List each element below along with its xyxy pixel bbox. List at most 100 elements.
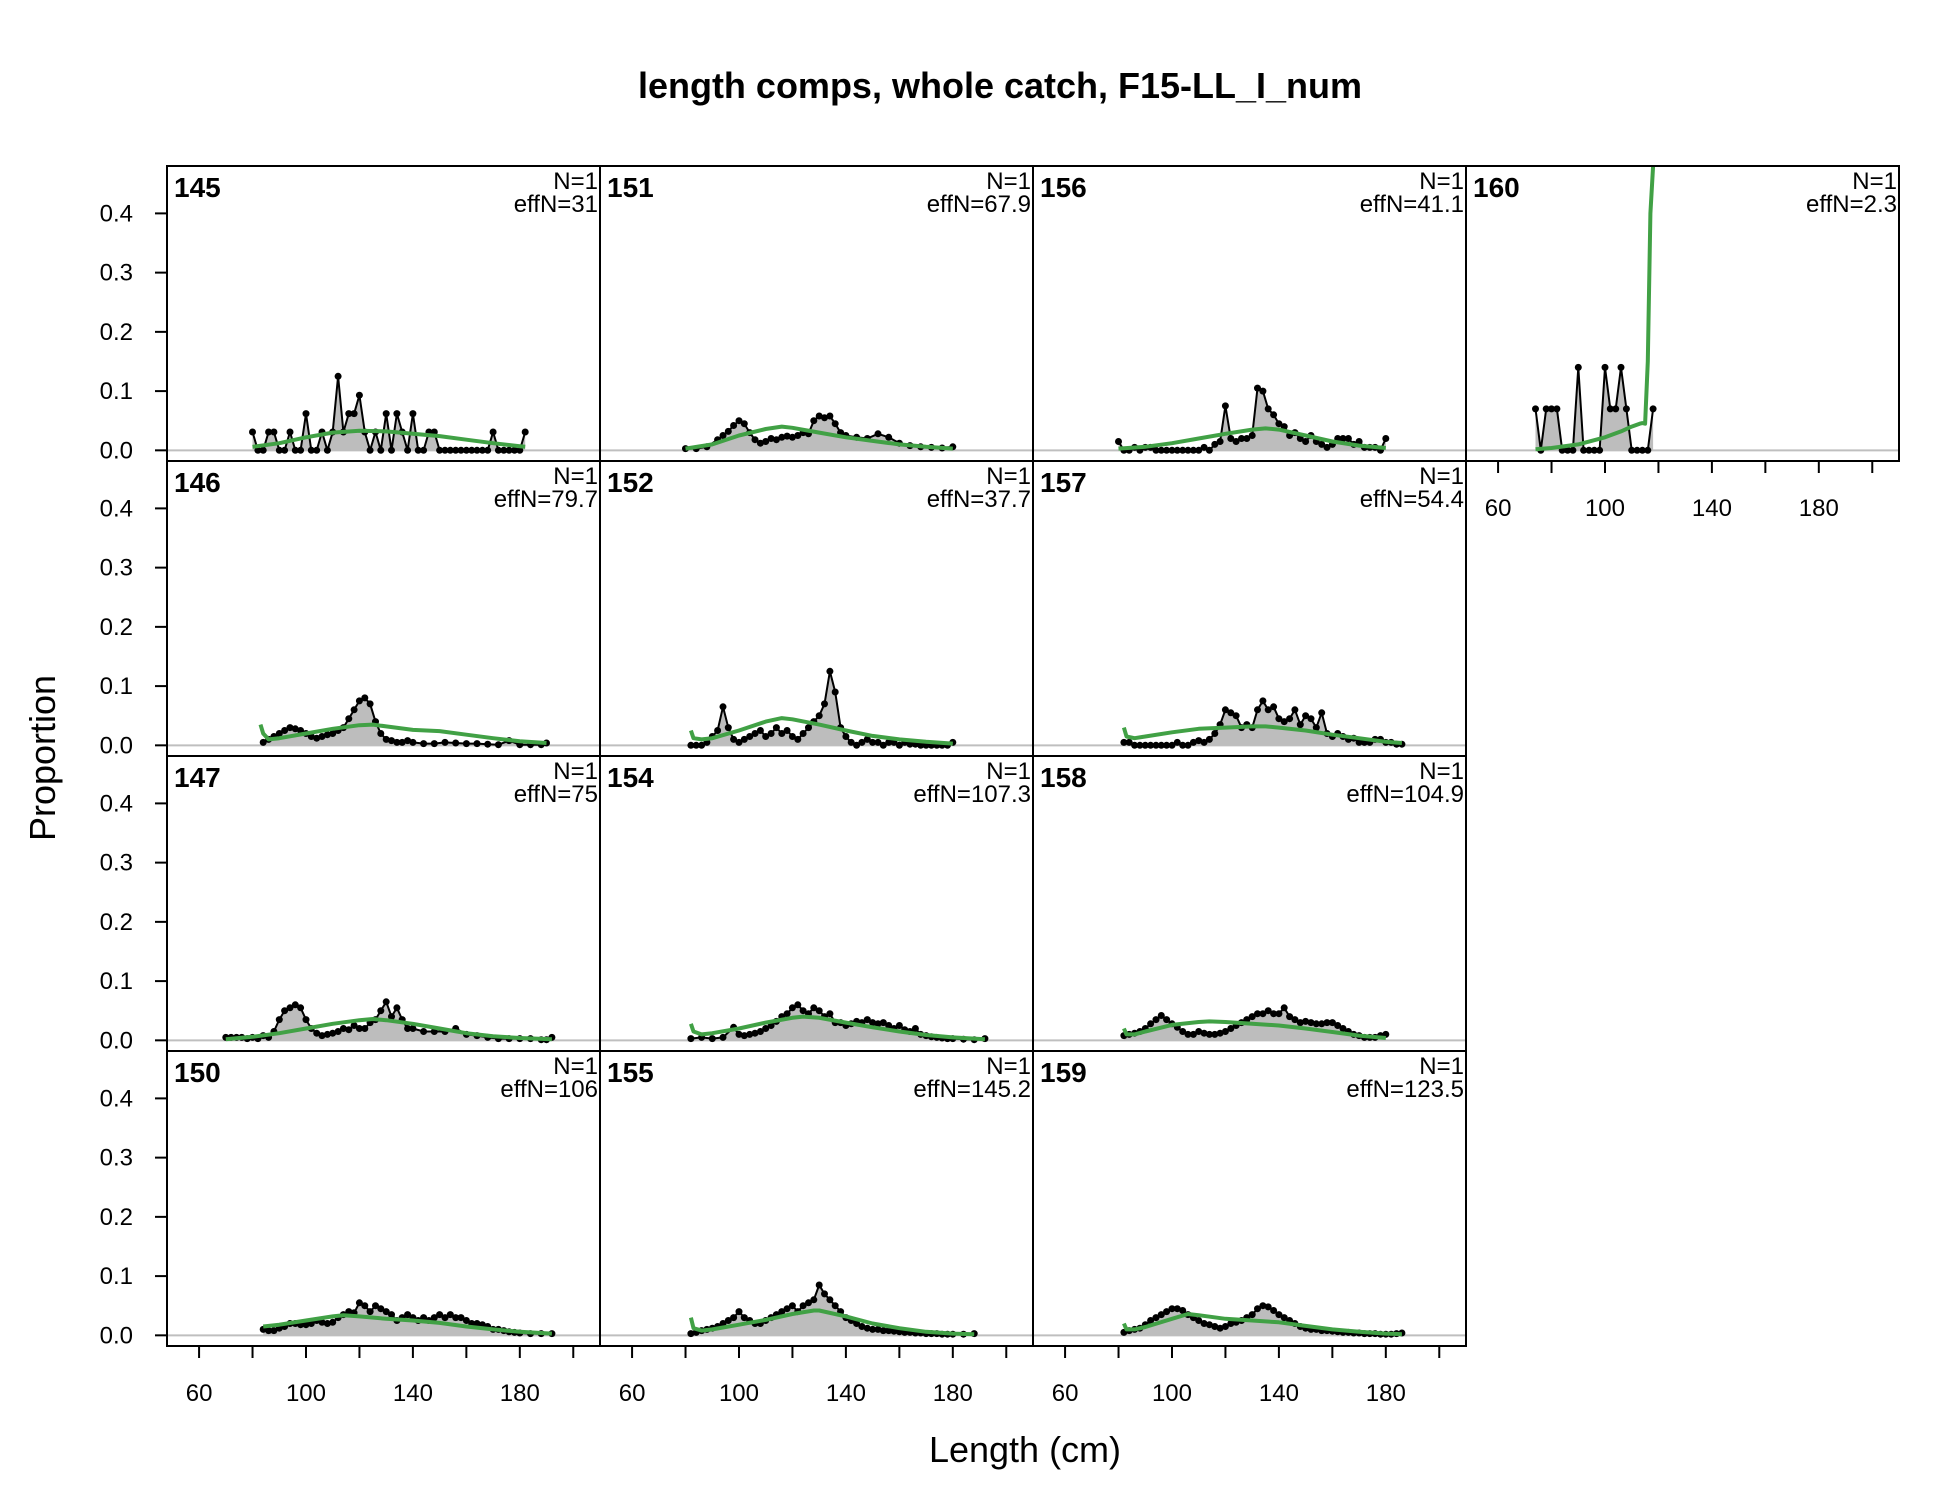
observed-point — [452, 1314, 460, 1322]
observed-point — [879, 1327, 887, 1335]
observed-point — [393, 1004, 401, 1012]
observed-point — [350, 410, 358, 418]
observed-point — [345, 410, 353, 418]
observed-point — [484, 446, 492, 454]
observed-point — [1644, 446, 1652, 454]
expected-line — [689, 1014, 986, 1042]
observed-area — [1118, 388, 1386, 451]
observed-point — [420, 1028, 428, 1035]
observed-point — [1280, 718, 1288, 726]
observed-point — [1302, 712, 1310, 720]
observed-point — [489, 428, 497, 436]
y-tick-label: 0.1 — [100, 968, 133, 995]
panel-plot-area — [167, 372, 600, 454]
observed-point — [1596, 446, 1604, 454]
observed-point — [719, 703, 727, 711]
y-tick-label: 0.4 — [100, 1085, 133, 1112]
observed-point — [1136, 741, 1144, 749]
panel-effn-label: effN=104.9 — [1346, 781, 1464, 808]
panel-plot-area — [1033, 1302, 1466, 1338]
observed-point — [1307, 1019, 1315, 1027]
observed-point — [1638, 446, 1646, 454]
observed-point — [724, 427, 732, 435]
observed-point — [831, 420, 839, 428]
observed-point — [404, 1311, 412, 1319]
observed-point — [874, 1020, 882, 1028]
panel-plot-area — [600, 667, 1033, 749]
observed-point — [355, 697, 363, 705]
observed-point — [858, 738, 866, 746]
observed-point — [1216, 1324, 1224, 1332]
observed-point — [473, 740, 481, 748]
observed-point — [687, 741, 695, 749]
observed-point — [1606, 405, 1614, 413]
observed-point — [863, 1016, 871, 1024]
observed-point — [382, 410, 390, 418]
observed-point — [1318, 1020, 1326, 1028]
panel-effn-label: effN=79.7 — [494, 486, 598, 513]
panel-year-label: 146 — [174, 467, 221, 498]
observed-point — [302, 410, 310, 418]
expected-line — [689, 716, 953, 746]
observed-point — [740, 1314, 748, 1322]
observed-point — [1633, 446, 1641, 454]
observed-point — [1270, 1307, 1278, 1314]
observed-point — [1115, 438, 1122, 445]
x-tick-label: 180 — [1799, 495, 1839, 522]
observed-point — [778, 433, 786, 441]
observed-point — [393, 738, 401, 746]
observed-point — [457, 1314, 465, 1322]
observed-point — [1216, 438, 1224, 445]
observed-point — [281, 446, 289, 454]
y-tick-label: 0.4 — [100, 495, 133, 522]
panel-effn-label: effN=106 — [500, 1076, 598, 1103]
observed-point — [799, 730, 807, 737]
observed-point — [815, 712, 823, 720]
expected-line — [1122, 1019, 1386, 1040]
observed-point — [398, 738, 406, 746]
panel-n-label: N=1 — [986, 758, 1031, 785]
observed-point — [831, 688, 839, 696]
observed-point — [334, 372, 342, 380]
observed-point — [911, 1025, 919, 1032]
observed-point — [740, 420, 748, 428]
observed-point — [751, 436, 759, 444]
observed-point — [1280, 1004, 1288, 1012]
observed-point — [473, 446, 481, 454]
observed-point — [366, 446, 374, 454]
observed-point — [388, 1013, 395, 1021]
observed-point — [1355, 738, 1363, 746]
observed-point — [772, 436, 780, 444]
observed-point — [799, 1007, 807, 1015]
observed-point — [1221, 1028, 1229, 1035]
observed-point — [1227, 1320, 1235, 1327]
observed-point — [1291, 1016, 1299, 1024]
observed-point — [751, 1029, 759, 1037]
observed-point — [778, 1308, 786, 1316]
observed-point — [1195, 1028, 1203, 1035]
panel-n-label: N=1 — [986, 1053, 1031, 1080]
observed-point — [1270, 703, 1278, 711]
y-tick-label: 0.2 — [100, 909, 133, 936]
observed-point — [323, 731, 331, 739]
observed-point — [1264, 1303, 1272, 1311]
observed-point — [1184, 741, 1192, 749]
observed-point — [735, 417, 743, 425]
observed-point — [783, 432, 791, 440]
observed-point — [1211, 1323, 1219, 1330]
observed-point — [430, 740, 438, 748]
observed-point — [1264, 706, 1272, 714]
observed-point — [1227, 435, 1235, 442]
observed-point — [1307, 715, 1315, 723]
observed-point — [1216, 1029, 1224, 1037]
observed-point — [1179, 446, 1187, 454]
observed-point — [1590, 446, 1598, 454]
observed-point — [1179, 741, 1187, 749]
observed-point — [885, 1327, 893, 1335]
y-tick-label: 0.0 — [100, 732, 133, 759]
observed-point — [462, 740, 470, 748]
observed-point — [420, 740, 428, 748]
observed-point — [1291, 706, 1299, 714]
observed-point — [847, 738, 855, 746]
